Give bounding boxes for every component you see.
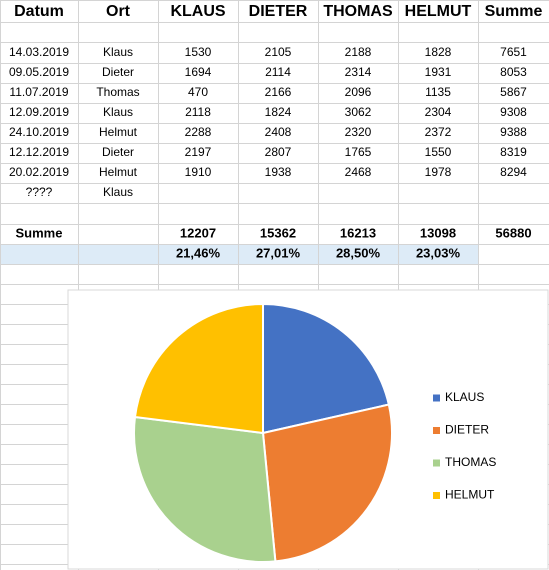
cell: 1765	[345, 145, 372, 159]
cell: 1530	[185, 45, 212, 59]
cell: 2188	[345, 45, 372, 59]
column-header: DIETER	[249, 3, 308, 20]
share-cell: 21,46%	[176, 245, 221, 260]
cell: 5867	[500, 85, 527, 99]
total-cell: 12207	[180, 225, 216, 240]
cell: 2468	[345, 165, 372, 179]
legend-swatch	[433, 394, 440, 402]
cell: 9308	[500, 105, 527, 119]
cell: 2197	[185, 145, 212, 159]
column-header: HELMUT	[405, 3, 472, 20]
cell: Klaus	[103, 45, 133, 59]
cell: Klaus	[103, 105, 133, 119]
cell: 8053	[500, 65, 527, 79]
share-cell: 23,03%	[416, 245, 461, 260]
cell: 1978	[425, 165, 452, 179]
column-header: Summe	[485, 3, 543, 20]
cell: 09.05.2019	[9, 65, 69, 79]
legend-swatch	[433, 459, 440, 467]
cell: Helmut	[99, 165, 138, 179]
cell: 2304	[425, 105, 452, 119]
cell: 12.12.2019	[9, 145, 69, 159]
cell: 2114	[265, 65, 291, 79]
legend-label: DIETER	[445, 423, 489, 437]
legend-swatch	[433, 492, 440, 499]
legend-label: KLAUS	[445, 390, 484, 404]
cell: 1135	[425, 85, 451, 99]
cell: 1550	[425, 145, 452, 159]
cell: 2408	[265, 125, 292, 139]
share-cell: 28,50%	[336, 245, 381, 260]
total-cell: 15362	[260, 225, 296, 240]
cell: 2372	[425, 125, 452, 139]
cell: 1910	[185, 165, 212, 179]
cell: 11.07.2019	[9, 85, 68, 99]
cell: 24.10.2019	[9, 125, 69, 139]
cell: 2118	[185, 105, 211, 119]
cell: 1931	[425, 65, 452, 79]
cell: 14.03.2019	[9, 45, 69, 59]
cell: 470	[188, 85, 208, 99]
total-cell: 16213	[340, 225, 376, 240]
cell: Dieter	[102, 65, 134, 79]
legend-swatch	[433, 427, 440, 434]
pie-chart: KLAUS DIETER THOMAS HELMUT	[133, 302, 496, 563]
column-header: Datum	[14, 3, 64, 20]
cell: 1828	[425, 45, 452, 59]
cell: 1694	[185, 65, 212, 79]
pie-slice	[261, 403, 393, 563]
cell: Dieter	[102, 145, 134, 159]
cell: 20.02.2019	[9, 165, 69, 179]
cell: 2105	[265, 45, 292, 59]
grand-total: 56880	[495, 225, 531, 240]
share-cell: 27,01%	[256, 245, 301, 260]
cell: 7651	[500, 45, 527, 59]
cell: 8319	[500, 145, 527, 159]
cell: 2166	[265, 85, 292, 99]
cell: Helmut	[99, 125, 138, 139]
cell: 2096	[345, 85, 372, 99]
cell: 3062	[345, 105, 372, 119]
column-header: KLAUS	[170, 3, 225, 20]
column-header: THOMAS	[323, 3, 393, 20]
cell: 9388	[500, 125, 527, 139]
pie-slice	[133, 302, 264, 435]
legend-label: THOMAS	[445, 455, 496, 469]
column-header: Ort	[106, 3, 131, 20]
total-cell: 13098	[420, 225, 456, 240]
cells: Datum Ort KLAUS DIETER THOMAS HELMUT Summe 14.0…	[9, 3, 543, 260]
cell: 1938	[265, 165, 292, 179]
cell: Klaus	[103, 185, 133, 199]
pie-slice	[262, 302, 391, 435]
cell: Thomas	[96, 85, 139, 99]
cell: 2288	[185, 125, 212, 139]
pie-slice	[133, 415, 277, 563]
cell: 2320	[345, 125, 372, 139]
legend-label: HELMUT	[445, 488, 495, 502]
cell: 1824	[265, 105, 292, 119]
cell: 8294	[500, 165, 527, 179]
cell: 2314	[345, 65, 372, 79]
cell: 2807	[265, 145, 292, 159]
total-label: Summe	[16, 225, 63, 240]
cell: ????	[26, 185, 53, 199]
cell: 12.09.2019	[9, 105, 69, 119]
